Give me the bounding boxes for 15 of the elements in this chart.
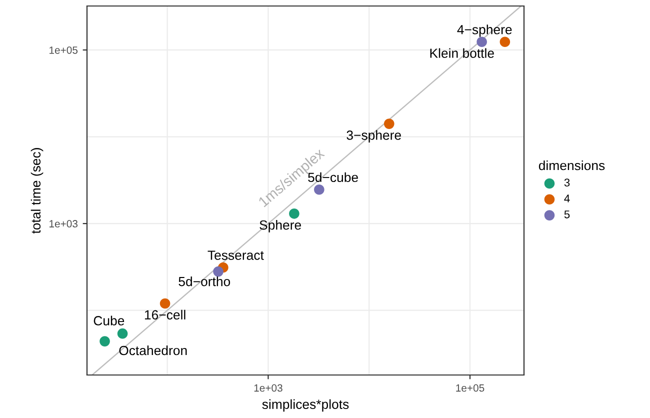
- annotation: Sphere: [260, 220, 301, 232]
- annotation: Klein bottle: [430, 48, 494, 58]
- annotation: Tesseract: [208, 250, 264, 260]
- annotation: 5d−ortho: [178, 276, 230, 286]
- annotation: 16−cell: [144, 310, 186, 320]
- legend-label: 5: [564, 210, 570, 218]
- legend-title: dimensions: [538, 160, 605, 170]
- annotation: 3−sphere: [346, 130, 401, 142]
- annotation: 4−sphere: [457, 24, 512, 37]
- annotation: Octahedron: [119, 345, 187, 356]
- legend-label: 3: [564, 178, 570, 186]
- annotation: Cube: [94, 316, 124, 326]
- legend-label: 4: [564, 194, 570, 202]
- x-axis-title: simplices*plots: [262, 399, 349, 412]
- y-axis-title: total time (sec): [30, 148, 44, 234]
